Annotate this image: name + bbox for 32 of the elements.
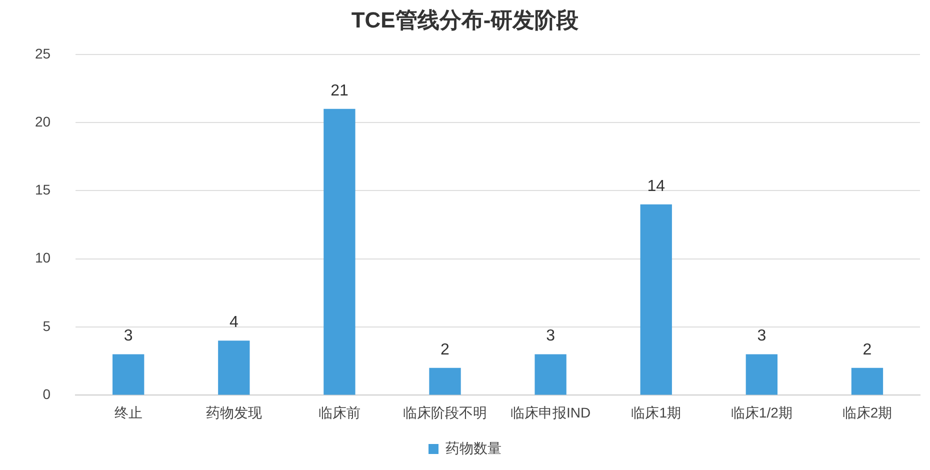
x-tick-label: 临床申报IND [510,404,591,420]
data-label: 3 [757,328,766,345]
chart-title: TCE管线分布-研发阶段 [351,7,580,32]
data-label: 14 [647,178,666,195]
data-label: 2 [862,341,872,358]
data-label: 4 [229,314,238,332]
legend-label: 药物数量 [446,440,502,456]
bar [218,340,250,395]
x-tick-label: 临床阶段不明 [403,404,488,420]
x-tick-label: 终止 [114,404,142,420]
y-tick-label: 25 [34,45,51,62]
bar [746,354,778,395]
y-tick-label: 0 [42,386,51,402]
bar [640,204,672,395]
y-tick-label: 10 [34,250,51,266]
bar [534,354,566,395]
y-tick-label: 5 [42,318,51,334]
bar [851,368,884,395]
x-tick-label: 临床1/2期 [730,404,792,420]
data-label: 21 [330,82,348,100]
data-label: 2 [440,341,450,358]
bar [429,368,461,395]
x-tick-label: 临床前 [318,404,360,420]
data-label: 3 [124,328,133,345]
x-tick-label: 临床2期 [842,404,892,420]
x-tick-label: 临床1期 [631,404,682,420]
data-label: 3 [546,328,556,345]
bar [324,108,356,395]
x-tick-label: 药物发现 [206,404,262,420]
bar [112,354,144,395]
y-tick-label: 20 [34,113,51,130]
y-tick-label: 15 [34,182,51,198]
